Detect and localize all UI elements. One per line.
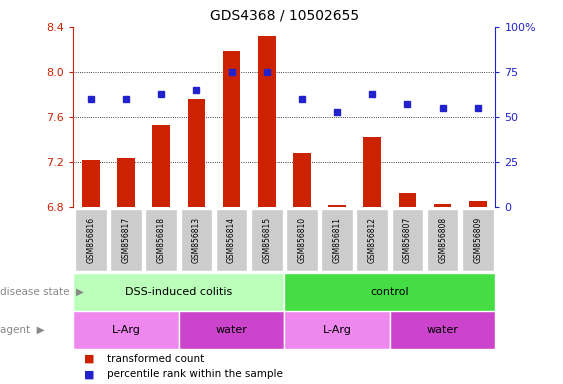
Bar: [427, 209, 458, 271]
Bar: [356, 209, 388, 271]
Bar: [469, 200, 486, 207]
Text: agent  ▶: agent ▶: [0, 325, 44, 335]
Bar: [181, 209, 212, 271]
Bar: [399, 193, 416, 207]
Text: GSM856811: GSM856811: [333, 217, 342, 263]
Bar: [251, 209, 283, 271]
Bar: [364, 137, 381, 207]
Text: GSM856812: GSM856812: [368, 217, 377, 263]
Bar: [328, 205, 346, 207]
Bar: [390, 311, 495, 349]
Bar: [293, 153, 311, 207]
Bar: [462, 209, 494, 271]
Text: percentile rank within the sample: percentile rank within the sample: [107, 369, 283, 379]
Text: GSM856813: GSM856813: [192, 217, 201, 263]
Text: disease state  ▶: disease state ▶: [0, 287, 84, 297]
Bar: [223, 51, 240, 207]
Text: GSM856818: GSM856818: [157, 217, 166, 263]
Bar: [284, 273, 495, 311]
Text: DSS-induced colitis: DSS-induced colitis: [125, 287, 233, 297]
Bar: [392, 209, 423, 271]
Text: ■: ■: [84, 369, 95, 379]
Bar: [284, 311, 390, 349]
Bar: [216, 209, 247, 271]
Text: water: water: [216, 325, 248, 335]
Bar: [117, 158, 135, 207]
Title: GDS4368 / 10502655: GDS4368 / 10502655: [210, 9, 359, 23]
Bar: [258, 36, 275, 207]
Text: transformed count: transformed count: [107, 354, 204, 364]
Bar: [187, 99, 205, 207]
Text: control: control: [370, 287, 409, 297]
Bar: [321, 209, 353, 271]
Bar: [73, 311, 179, 349]
Bar: [73, 273, 284, 311]
Text: GSM856815: GSM856815: [262, 217, 271, 263]
Text: GSM856808: GSM856808: [438, 217, 447, 263]
Text: L-Arg: L-Arg: [111, 325, 140, 335]
Bar: [82, 160, 100, 207]
Bar: [179, 311, 284, 349]
Bar: [145, 209, 177, 271]
Text: water: water: [427, 325, 459, 335]
Text: GSM856810: GSM856810: [297, 217, 306, 263]
Text: ■: ■: [84, 354, 95, 364]
Text: GSM856809: GSM856809: [473, 217, 482, 263]
Bar: [75, 209, 106, 271]
Text: GSM856807: GSM856807: [403, 217, 412, 263]
Bar: [110, 209, 142, 271]
Text: GSM856817: GSM856817: [122, 217, 131, 263]
Text: L-Arg: L-Arg: [323, 325, 351, 335]
Bar: [153, 125, 170, 207]
Text: GSM856816: GSM856816: [86, 217, 95, 263]
Bar: [434, 204, 452, 207]
Bar: [286, 209, 318, 271]
Text: GSM856814: GSM856814: [227, 217, 236, 263]
